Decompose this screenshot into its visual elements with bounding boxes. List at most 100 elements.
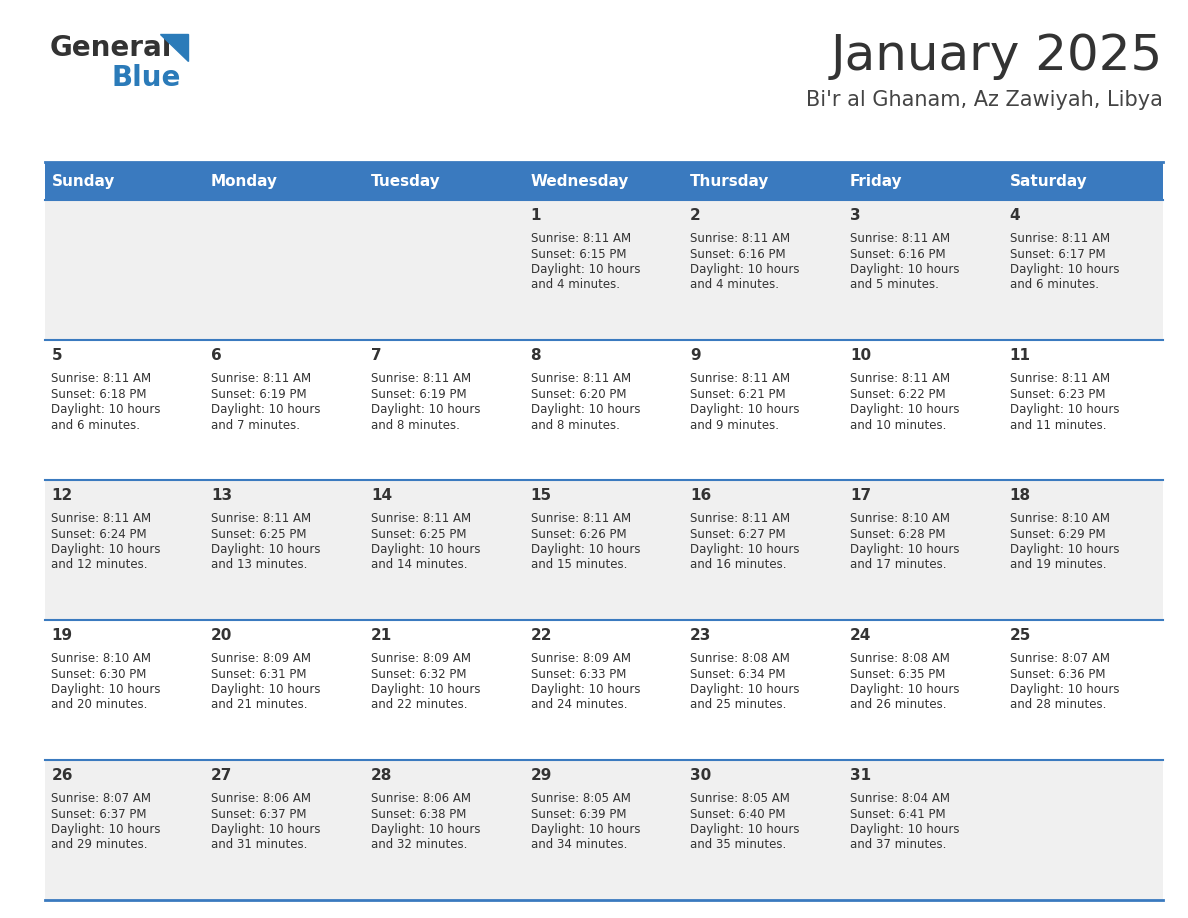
- Text: and 8 minutes.: and 8 minutes.: [531, 419, 619, 431]
- Text: Sunset: 6:40 PM: Sunset: 6:40 PM: [690, 808, 785, 821]
- Text: Sunrise: 8:05 AM: Sunrise: 8:05 AM: [531, 792, 631, 805]
- Text: Sunset: 6:27 PM: Sunset: 6:27 PM: [690, 528, 786, 541]
- Text: Daylight: 10 hours: Daylight: 10 hours: [1010, 683, 1119, 696]
- Text: and 14 minutes.: and 14 minutes.: [371, 558, 467, 572]
- Text: Daylight: 10 hours: Daylight: 10 hours: [211, 543, 321, 556]
- Text: Monday: Monday: [211, 174, 278, 188]
- Text: 3: 3: [849, 208, 860, 223]
- Bar: [1004, 760, 1163, 900]
- Text: Daylight: 10 hours: Daylight: 10 hours: [1010, 263, 1119, 276]
- Text: Sunset: 6:30 PM: Sunset: 6:30 PM: [51, 667, 147, 680]
- Text: Daylight: 10 hours: Daylight: 10 hours: [1010, 543, 1119, 556]
- Bar: [204, 162, 365, 200]
- Text: 29: 29: [531, 768, 552, 783]
- Text: 5: 5: [51, 348, 62, 363]
- Text: 13: 13: [211, 488, 232, 503]
- Text: Sunset: 6:34 PM: Sunset: 6:34 PM: [690, 667, 785, 680]
- Bar: [365, 480, 524, 620]
- Text: 7: 7: [371, 348, 381, 363]
- Bar: [204, 480, 365, 620]
- Text: Daylight: 10 hours: Daylight: 10 hours: [690, 403, 800, 416]
- Text: Sunset: 6:25 PM: Sunset: 6:25 PM: [211, 528, 307, 541]
- Text: Sunset: 6:38 PM: Sunset: 6:38 PM: [371, 808, 466, 821]
- Bar: [365, 620, 524, 760]
- Text: Sunset: 6:16 PM: Sunset: 6:16 PM: [690, 248, 786, 261]
- Text: 4: 4: [1010, 208, 1020, 223]
- Bar: [45, 620, 204, 760]
- Text: Sunset: 6:25 PM: Sunset: 6:25 PM: [371, 528, 467, 541]
- Text: Sunset: 6:32 PM: Sunset: 6:32 PM: [371, 667, 467, 680]
- Text: Sunset: 6:17 PM: Sunset: 6:17 PM: [1010, 248, 1105, 261]
- Bar: [843, 480, 1004, 620]
- Bar: [684, 340, 843, 480]
- Text: Daylight: 10 hours: Daylight: 10 hours: [371, 683, 480, 696]
- Text: 31: 31: [849, 768, 871, 783]
- Text: Thursday: Thursday: [690, 174, 770, 188]
- Text: and 9 minutes.: and 9 minutes.: [690, 419, 779, 431]
- Text: 12: 12: [51, 488, 72, 503]
- Text: Daylight: 10 hours: Daylight: 10 hours: [531, 683, 640, 696]
- Text: Daylight: 10 hours: Daylight: 10 hours: [211, 823, 321, 836]
- Text: Sunrise: 8:11 AM: Sunrise: 8:11 AM: [849, 372, 950, 385]
- Text: 17: 17: [849, 488, 871, 503]
- Text: Daylight: 10 hours: Daylight: 10 hours: [690, 263, 800, 276]
- Text: Sunrise: 8:07 AM: Sunrise: 8:07 AM: [1010, 652, 1110, 665]
- Text: and 8 minutes.: and 8 minutes.: [371, 419, 460, 431]
- Text: Daylight: 10 hours: Daylight: 10 hours: [51, 683, 160, 696]
- Bar: [1004, 200, 1163, 340]
- Text: and 15 minutes.: and 15 minutes.: [531, 558, 627, 572]
- Text: Daylight: 10 hours: Daylight: 10 hours: [1010, 403, 1119, 416]
- Text: 15: 15: [531, 488, 551, 503]
- Bar: [843, 760, 1004, 900]
- Text: Sunrise: 8:10 AM: Sunrise: 8:10 AM: [1010, 512, 1110, 525]
- Bar: [1004, 620, 1163, 760]
- Text: Sunrise: 8:10 AM: Sunrise: 8:10 AM: [51, 652, 151, 665]
- Text: Sunrise: 8:11 AM: Sunrise: 8:11 AM: [371, 372, 470, 385]
- Text: Blue: Blue: [112, 64, 182, 92]
- Text: and 7 minutes.: and 7 minutes.: [211, 419, 301, 431]
- Bar: [524, 620, 684, 760]
- Polygon shape: [160, 34, 188, 61]
- Text: Sunset: 6:19 PM: Sunset: 6:19 PM: [371, 387, 467, 400]
- Text: Friday: Friday: [849, 174, 903, 188]
- Text: 6: 6: [211, 348, 222, 363]
- Text: Daylight: 10 hours: Daylight: 10 hours: [531, 823, 640, 836]
- Text: 19: 19: [51, 628, 72, 643]
- Text: and 22 minutes.: and 22 minutes.: [371, 699, 467, 711]
- Text: Daylight: 10 hours: Daylight: 10 hours: [211, 403, 321, 416]
- Bar: [524, 340, 684, 480]
- Text: Sunrise: 8:11 AM: Sunrise: 8:11 AM: [51, 512, 152, 525]
- Text: Sunrise: 8:11 AM: Sunrise: 8:11 AM: [371, 512, 470, 525]
- Text: and 12 minutes.: and 12 minutes.: [51, 558, 147, 572]
- Bar: [1004, 162, 1163, 200]
- Text: 2: 2: [690, 208, 701, 223]
- Text: Sunrise: 8:11 AM: Sunrise: 8:11 AM: [211, 512, 311, 525]
- Text: 28: 28: [371, 768, 392, 783]
- Text: 30: 30: [690, 768, 712, 783]
- Text: and 4 minutes.: and 4 minutes.: [690, 278, 779, 292]
- Text: Sunset: 6:26 PM: Sunset: 6:26 PM: [531, 528, 626, 541]
- Text: 8: 8: [531, 348, 542, 363]
- Bar: [1004, 480, 1163, 620]
- Text: and 10 minutes.: and 10 minutes.: [849, 419, 947, 431]
- Text: Sunrise: 8:11 AM: Sunrise: 8:11 AM: [690, 372, 790, 385]
- Text: and 29 minutes.: and 29 minutes.: [51, 838, 147, 852]
- Text: Daylight: 10 hours: Daylight: 10 hours: [849, 403, 960, 416]
- Text: and 31 minutes.: and 31 minutes.: [211, 838, 308, 852]
- Text: and 19 minutes.: and 19 minutes.: [1010, 558, 1106, 572]
- Text: and 21 minutes.: and 21 minutes.: [211, 699, 308, 711]
- Text: Sunset: 6:39 PM: Sunset: 6:39 PM: [531, 808, 626, 821]
- Text: Sunrise: 8:09 AM: Sunrise: 8:09 AM: [371, 652, 470, 665]
- Text: Sunrise: 8:06 AM: Sunrise: 8:06 AM: [211, 792, 311, 805]
- Text: Sunset: 6:31 PM: Sunset: 6:31 PM: [211, 667, 307, 680]
- Text: and 5 minutes.: and 5 minutes.: [849, 278, 939, 292]
- Bar: [524, 480, 684, 620]
- Bar: [843, 340, 1004, 480]
- Text: Sunset: 6:15 PM: Sunset: 6:15 PM: [531, 248, 626, 261]
- Text: and 37 minutes.: and 37 minutes.: [849, 838, 947, 852]
- Text: Sunrise: 8:11 AM: Sunrise: 8:11 AM: [1010, 372, 1110, 385]
- Text: Bi'r al Ghanam, Az Zawiyah, Libya: Bi'r al Ghanam, Az Zawiyah, Libya: [807, 90, 1163, 110]
- Text: Sunrise: 8:11 AM: Sunrise: 8:11 AM: [690, 512, 790, 525]
- Text: Sunrise: 8:11 AM: Sunrise: 8:11 AM: [51, 372, 152, 385]
- Text: Sunset: 6:16 PM: Sunset: 6:16 PM: [849, 248, 946, 261]
